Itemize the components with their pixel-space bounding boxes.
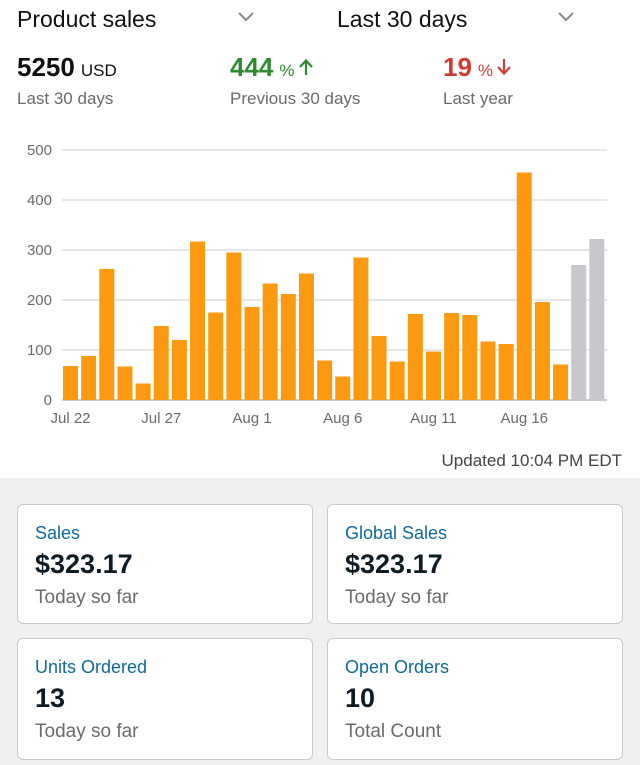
- bar: [534, 302, 550, 400]
- y-tick-label: 100: [27, 342, 52, 359]
- bar: [335, 376, 351, 400]
- card-title: Open Orders: [345, 657, 450, 677]
- stat-last-year: 19 % Last year: [443, 52, 513, 109]
- bar: [480, 341, 496, 400]
- updated-timestamp: Updated 10:04 PM EDT: [441, 451, 622, 470]
- chevron-down-icon[interactable]: [236, 10, 256, 24]
- card-global-sales[interactable]: Global Sales $323.17 Today so far: [327, 504, 623, 624]
- bar: [153, 326, 169, 400]
- x-tick-label: Jul 22: [50, 410, 90, 427]
- bar: [298, 273, 314, 400]
- x-tick-label: Aug 1: [232, 410, 271, 427]
- bar: [407, 314, 423, 400]
- bar: [371, 336, 387, 400]
- metric-selector-label: Product sales: [17, 5, 157, 32]
- projected-bar: [571, 265, 587, 400]
- card-value: $323.17: [35, 549, 133, 579]
- bar: [317, 360, 333, 400]
- sales-bar-chart: 0 100 200 300 400 500 Jul 22 Jul 27 Aug 1 Aug 6 Au…: [27, 142, 607, 427]
- card-title: Sales: [35, 523, 81, 543]
- bar: [516, 172, 532, 400]
- bar: [190, 241, 206, 400]
- metric-selector[interactable]: Product sales: [17, 4, 156, 34]
- stat-previous-period: 444 % Previous 30 days: [230, 52, 360, 109]
- card-title: Units Ordered: [35, 657, 148, 677]
- card-value: 10: [345, 683, 376, 713]
- bar: [426, 351, 441, 400]
- stat-label: Previous 30 days: [230, 89, 361, 108]
- stat-unit: %: [279, 61, 295, 80]
- card-description: Today so far: [35, 587, 139, 608]
- card-description: Today so far: [35, 721, 139, 742]
- x-tick-label: Aug 16: [500, 410, 548, 427]
- bar: [280, 294, 296, 400]
- card-value: 13: [35, 683, 66, 713]
- bar: [389, 361, 405, 400]
- card-sales[interactable]: Sales $323.17 Today so far: [17, 504, 313, 624]
- x-tick-label: Aug 6: [323, 410, 362, 427]
- y-tick-label: 200: [27, 292, 52, 309]
- y-tick-label: 500: [27, 142, 52, 159]
- bar: [208, 312, 224, 400]
- card-open-orders[interactable]: Open Orders 10 Total Count: [327, 638, 623, 760]
- y-tick-label: 300: [27, 242, 52, 259]
- stat-unit: %: [477, 61, 494, 80]
- period-selector[interactable]: Last 30 days: [337, 4, 467, 34]
- card-value: $323.17: [345, 549, 443, 579]
- y-tick-label: 0: [44, 392, 52, 409]
- bar: [462, 315, 478, 400]
- bar: [117, 366, 133, 400]
- bar: [244, 307, 260, 400]
- bar: [171, 340, 187, 400]
- chevron-down-icon[interactable]: [556, 10, 576, 24]
- stat-unit: USD: [80, 61, 117, 80]
- arrow-up-icon: [298, 52, 314, 82]
- projected-bar: [589, 239, 605, 400]
- stat-value: 444: [230, 52, 274, 82]
- x-tick-label: Jul 27: [141, 410, 181, 427]
- stat-value: 19: [443, 52, 472, 82]
- bar: [444, 313, 460, 400]
- bar: [498, 344, 514, 400]
- bar: [553, 364, 569, 400]
- stat-label: Last 30 days: [17, 89, 114, 108]
- bar: [135, 383, 151, 400]
- stat-label: Last year: [443, 89, 513, 108]
- bar: [63, 366, 78, 400]
- card-units-ordered[interactable]: Units Ordered 13 Today so far: [17, 638, 313, 760]
- card-description: Total Count: [345, 721, 442, 742]
- period-selector-label: Last 30 days: [337, 5, 468, 32]
- bar: [353, 257, 369, 400]
- x-tick-label: Aug 11: [410, 410, 456, 427]
- card-description: Today so far: [345, 587, 449, 608]
- bar: [99, 269, 115, 400]
- bar: [81, 356, 97, 400]
- arrow-down-icon: [496, 52, 512, 82]
- bar: [262, 283, 278, 400]
- sales-overview: Product sales Last 30 days 5250 USD Last…: [17, 4, 622, 470]
- bar: [226, 252, 242, 400]
- stat-total-sales: 5250 USD Last 30 days: [17, 52, 117, 109]
- card-title: Global Sales: [345, 523, 448, 543]
- y-tick-label: 400: [27, 192, 52, 209]
- summary-cards: Sales $323.17 Today so far Global Sales …: [0, 478, 640, 765]
- stat-value: 5250: [17, 52, 75, 82]
